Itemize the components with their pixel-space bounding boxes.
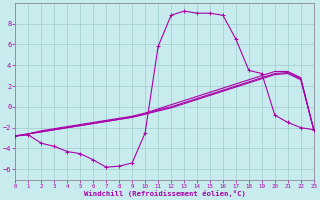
X-axis label: Windchill (Refroidissement éolien,°C): Windchill (Refroidissement éolien,°C) <box>84 190 245 197</box>
